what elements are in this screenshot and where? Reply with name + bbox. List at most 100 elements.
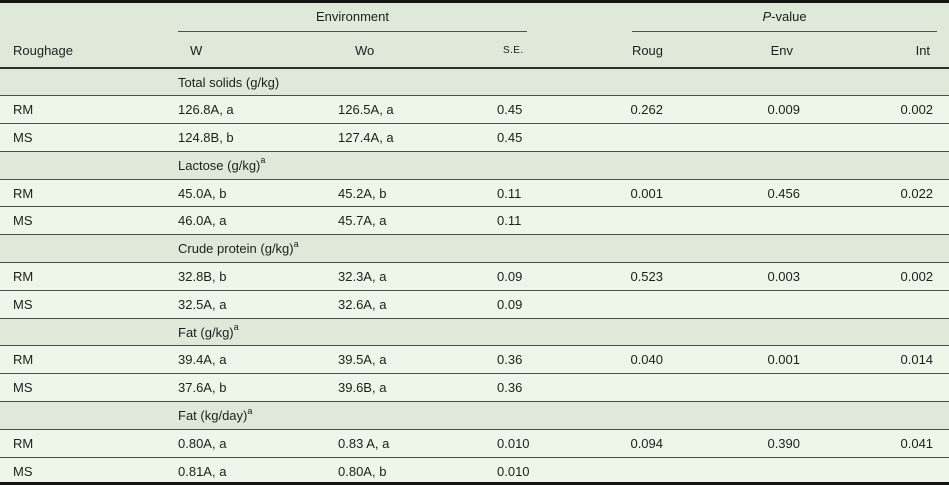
cell-int xyxy=(807,124,949,152)
cell-se: 0.11 xyxy=(497,185,522,201)
table-row: RM 126.8A, a 126.5A, a 0.45 0.262 0.009 … xyxy=(0,95,949,124)
cell-int xyxy=(807,457,949,482)
column-header-wo: Wo xyxy=(355,43,375,58)
cell-wo: 32.3A, a xyxy=(338,268,387,284)
group-environment: Environment xyxy=(165,3,545,34)
cell-wo: 45.2A, b xyxy=(338,185,387,201)
cell-env xyxy=(670,124,807,152)
cell-wo: 39.6B, a xyxy=(338,380,387,396)
section-label: Crude protein (g/kg)a xyxy=(178,238,299,257)
section-label: Fat (kg/day)a xyxy=(178,405,253,423)
cell-env xyxy=(670,290,807,318)
cell-int xyxy=(807,374,949,402)
section-header-row: Lactose (g/kg)a xyxy=(0,151,949,180)
cell-se: 0.36 xyxy=(497,380,523,396)
cell-env xyxy=(670,457,807,482)
table-row: MS 124.8B, b 127.4A, a 0.45 xyxy=(0,123,949,152)
table-header: Environment P-value Roughage W Wo s.e. R… xyxy=(0,3,949,68)
cell-roughage: MS xyxy=(13,129,33,145)
cell-int: 0.014 xyxy=(900,352,934,368)
cell-int: 0.022 xyxy=(900,185,934,201)
column-header-roug: Roug xyxy=(631,43,664,58)
cell-se: 0.45 xyxy=(497,102,523,118)
table-row: RM 45.0A, b 45.2A, b 0.11 0.001 0.456 0.… xyxy=(0,179,949,207)
cell-env: 0.009 xyxy=(767,102,801,118)
cell-int: 0.002 xyxy=(900,268,934,284)
section-label: Lactose (g/kg)a xyxy=(178,155,266,173)
column-header-int: Int xyxy=(915,43,931,58)
section-label: Fat (g/kg)a xyxy=(178,322,239,340)
cell-roughage: MS xyxy=(13,463,33,479)
cell-int: 0.041 xyxy=(900,435,934,451)
cell-roug: 0.262 xyxy=(630,102,664,118)
cell-roughage: RM xyxy=(13,185,34,201)
column-header-env: Env xyxy=(770,43,794,58)
cell-se: 0.36 xyxy=(497,352,523,368)
cell-int xyxy=(807,290,949,318)
cell-wo: 0.83 A, a xyxy=(338,435,390,451)
table-row: MS 0.81A, a 0.80A, b 0.010 xyxy=(0,457,949,482)
table-row: RM 39.4A, a 39.5A, a 0.36 0.040 0.001 0.… xyxy=(0,345,949,374)
cell-w: 32.8B, b xyxy=(178,268,227,284)
cell-w: 0.81A, a xyxy=(178,463,227,479)
group-pvalue-label: P-value xyxy=(632,5,938,32)
cell-roughage: MS xyxy=(13,213,33,229)
section-header-row: Fat (kg/day)a xyxy=(0,401,949,430)
section-header-row: Total solids (g/kg) xyxy=(0,68,949,96)
cell-roug: 0.523 xyxy=(630,268,664,284)
footnote-sup: a xyxy=(233,322,239,333)
footnote-sup: a xyxy=(260,155,266,166)
cell-int: 0.002 xyxy=(900,102,934,118)
section-header-row: Crude protein (g/kg)a xyxy=(0,234,949,263)
group-header-row: Environment P-value xyxy=(0,3,949,34)
cell-roug xyxy=(545,124,670,152)
column-header-roughage: Roughage xyxy=(13,43,73,58)
cell-wo: 39.5A, a xyxy=(338,352,387,368)
cell-roug: 0.040 xyxy=(630,352,664,368)
cell-w: 124.8B, b xyxy=(178,129,234,145)
section-header-row: Fat (g/kg)a xyxy=(0,318,949,346)
cell-se: 0.010 xyxy=(497,463,530,479)
cell-se: 0.010 xyxy=(497,435,530,451)
group-environment-label: Environment xyxy=(178,5,528,32)
group-pvalue: P-value xyxy=(545,3,949,34)
table-row: MS 37.6A, b 39.6B, a 0.36 xyxy=(0,373,949,402)
table-row: RM 32.8B, b 32.3A, a 0.09 0.523 0.003 0.… xyxy=(0,262,949,291)
cell-roughage: RM xyxy=(13,435,34,451)
cell-env: 0.001 xyxy=(767,352,801,368)
pvalue-italic-p: P xyxy=(762,9,772,24)
cell-roug xyxy=(545,457,670,482)
cell-roug xyxy=(545,374,670,402)
section-label: Total solids (g/kg) xyxy=(178,74,280,90)
cell-w: 32.5A, a xyxy=(178,296,227,312)
cell-wo: 45.7A, a xyxy=(338,213,387,229)
cell-env xyxy=(670,207,807,235)
cell-roughage: MS xyxy=(13,380,33,396)
cell-wo: 0.80A, b xyxy=(338,463,387,479)
table-row: MS 46.0A, a 45.7A, a 0.11 xyxy=(0,206,949,235)
cell-w: 37.6A, b xyxy=(178,380,227,396)
cell-se: 0.11 xyxy=(497,213,522,229)
cell-se: 0.09 xyxy=(497,268,523,284)
cell-w: 39.4A, a xyxy=(178,352,227,368)
column-header-row: Roughage W Wo s.e. Roug Env Int xyxy=(0,34,949,68)
cell-roug: 0.001 xyxy=(630,185,664,201)
cell-wo: 127.4A, a xyxy=(338,129,394,145)
pvalue-rest: -value xyxy=(771,9,807,24)
cell-w: 46.0A, a xyxy=(178,213,227,229)
group-spacer xyxy=(0,3,165,34)
cell-w: 0.80A, a xyxy=(178,435,227,451)
column-header-se: s.e. xyxy=(503,45,524,56)
cell-int xyxy=(807,207,949,235)
cell-roughage: MS xyxy=(13,296,33,312)
cell-roughage: RM xyxy=(13,268,34,284)
cell-roughage: RM xyxy=(13,352,34,368)
cell-roug: 0.094 xyxy=(630,435,664,451)
column-header-w: W xyxy=(190,43,203,58)
cell-se: 0.45 xyxy=(497,129,523,145)
cell-wo: 32.6A, a xyxy=(338,296,387,312)
cell-w: 45.0A, b xyxy=(178,185,227,201)
cell-w: 126.8A, a xyxy=(178,102,234,118)
cell-roug xyxy=(545,207,670,235)
